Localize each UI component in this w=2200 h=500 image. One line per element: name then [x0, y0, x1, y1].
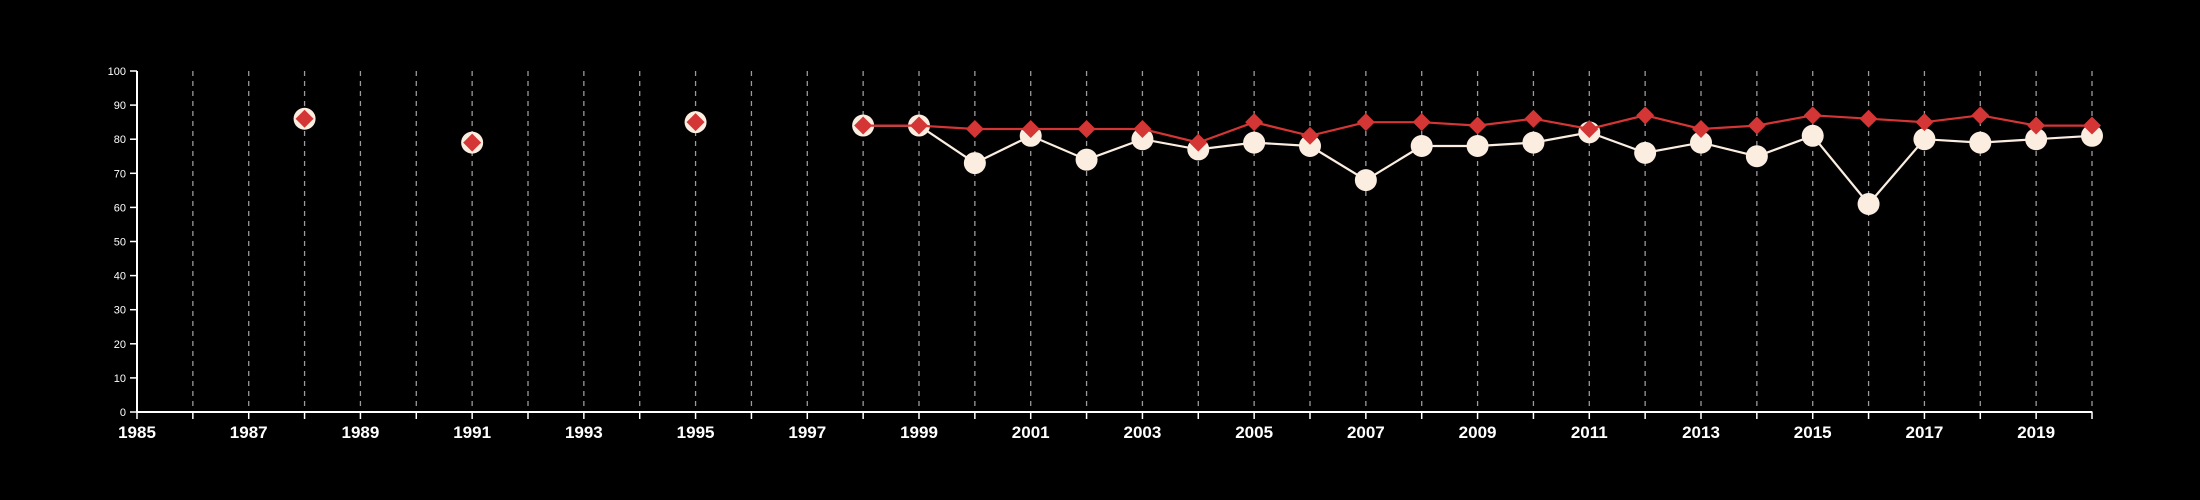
series-2-point-2006	[1301, 126, 1319, 145]
series-2-point-2014	[1747, 116, 1766, 135]
x-tick-label-1985: 1985	[118, 423, 156, 442]
series-2-point-1988	[295, 109, 314, 128]
series-1-point-2009	[1466, 135, 1489, 158]
series-2-point-2011	[1580, 119, 1599, 138]
x-tick-label-2009: 2009	[1459, 423, 1497, 442]
series-2-point-1995	[686, 113, 705, 132]
series-1-point-2012	[1634, 141, 1657, 164]
series-1-point-2000	[963, 152, 986, 175]
x-tick-label-2011: 2011	[1571, 423, 1608, 442]
series-2-point-2005	[1245, 113, 1264, 132]
y-tick-label-0: 0	[120, 407, 126, 419]
x-tick-label-2017: 2017	[1906, 423, 1944, 442]
series-2-point-2017	[1915, 113, 1934, 132]
series-1-point-2014	[1745, 145, 1768, 168]
y-tick-label-20: 20	[114, 339, 126, 351]
x-tick-label-1995: 1995	[677, 423, 715, 442]
series-1-point-2007	[1354, 169, 1377, 192]
series-2-point-1998	[854, 116, 873, 135]
x-tick-label-1989: 1989	[342, 423, 380, 442]
series-1-point-2015	[1801, 124, 1824, 147]
x-tick-label-2003: 2003	[1124, 423, 1162, 442]
x-tick-label-2015: 2015	[1794, 423, 1832, 442]
series-1-point-2003	[1131, 128, 1154, 151]
y-tick-label-80: 80	[114, 134, 126, 146]
y-tick-label-30: 30	[114, 305, 126, 317]
series-1-point-2019	[2025, 128, 2048, 151]
series-1-point-2005	[1243, 131, 1266, 154]
x-tick-label-1987: 1987	[230, 423, 268, 442]
y-tick-label-10: 10	[114, 373, 126, 385]
series-1-point-2016	[1857, 192, 1880, 215]
y-tick-label-100: 100	[108, 66, 126, 78]
series-2-point-2016	[1859, 109, 1878, 128]
series-2	[295, 106, 2101, 152]
series-2-point-2010	[1524, 109, 1543, 128]
series-1-point-2013	[1690, 131, 1712, 154]
series-2-point-2008	[1412, 113, 1431, 132]
x-tick-label-1999: 1999	[900, 423, 938, 442]
series-2-point-2007	[1356, 113, 1375, 132]
series-2-point-2019	[2027, 116, 2046, 135]
x-tick-label-2005: 2005	[1235, 423, 1273, 442]
series-layer	[293, 106, 2103, 215]
series-2-point-1999	[910, 116, 928, 135]
series-2-point-2012	[1636, 106, 1655, 125]
x-tick-label-1997: 1997	[788, 423, 826, 442]
series-1-point-2018	[1969, 131, 1992, 154]
series-1-point-2010	[1522, 131, 1545, 154]
vertical-gridlines	[192, 71, 2093, 412]
series-2-point-2000	[965, 119, 984, 138]
x-tick-label-2019: 2019	[2017, 423, 2055, 442]
series-1	[293, 107, 2103, 215]
series-2-point-2002	[1077, 119, 1096, 138]
x-tick-label-1993: 1993	[565, 423, 603, 442]
series-2-point-2009	[1468, 116, 1487, 135]
series-2-point-2018	[1971, 106, 1990, 125]
series-2-point-2001	[1021, 119, 1040, 138]
y-tick-label-60: 60	[114, 202, 126, 214]
series-2-point-1991	[463, 133, 482, 152]
series-2-point-2004	[1189, 133, 1208, 152]
y-tick-label-40: 40	[114, 271, 126, 283]
y-tick-label-90: 90	[114, 100, 126, 112]
series-1-point-2008	[1410, 135, 1433, 158]
series-1-point-2006	[1299, 135, 1321, 158]
series-1-point-2020	[2081, 124, 2103, 147]
axes: 0 10 20 30 40 50 60 70 80 90 100 1985 1987 1989 1991 19…	[108, 66, 2093, 442]
series-2-point-2015	[1803, 106, 1822, 125]
series-2-point-2003	[1133, 119, 1152, 138]
x-tick-label-1991: 1991	[453, 423, 491, 442]
series-1-point-2002	[1075, 148, 1098, 171]
x-tick-label-2001: 2001	[1012, 423, 1050, 442]
series-2-point-2013	[1692, 119, 1710, 138]
series-1-point-2017	[1913, 128, 1936, 151]
y-tick-label-70: 70	[114, 168, 126, 180]
series-2-point-2020	[2083, 116, 2101, 135]
x-tick-label-2013: 2013	[1682, 423, 1720, 442]
x-tick-label-2007: 2007	[1347, 423, 1385, 442]
y-tick-label-50: 50	[114, 237, 126, 249]
